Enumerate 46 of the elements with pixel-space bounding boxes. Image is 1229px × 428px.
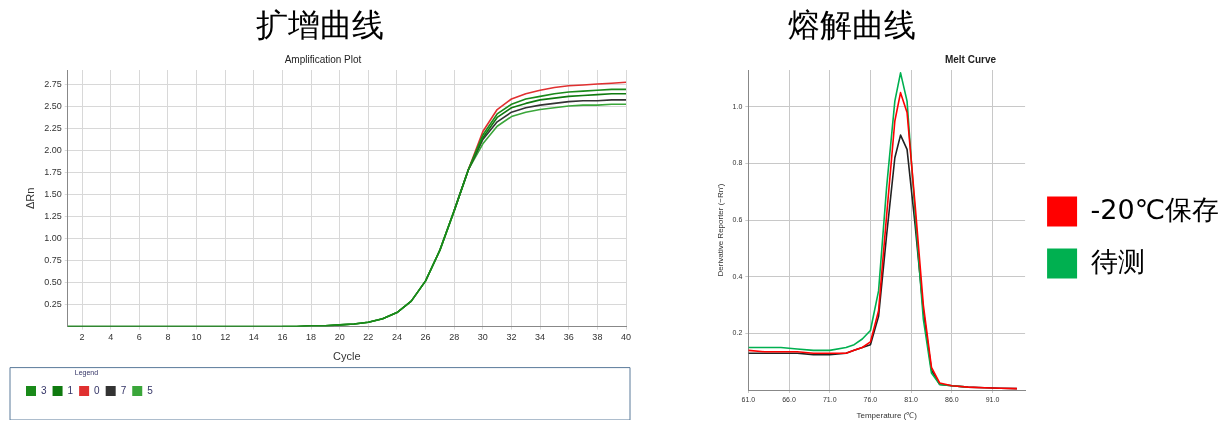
x-tick-label: 10 [191,332,202,343]
x-tick-label: 26 [420,332,431,343]
chart-title: 扩增曲线 [255,5,385,46]
legend-label: 0 [94,384,101,396]
x-tick-label: 8 [165,332,171,343]
x-tick-label: 24 [391,332,402,343]
y-tick-label: 0.25 [44,299,62,310]
y-axis-title: ΔRn [23,187,36,210]
x-tick-label: 12 [220,332,231,343]
x-tick-label: 32 [506,332,517,343]
x-tick-label: 18 [306,332,317,343]
chart-subtitle: Melt Curve [944,53,997,65]
x-tick-label: 16 [277,332,288,343]
chart-subtitle: Amplification Plot [284,53,362,65]
y-tick-label: 2.00 [44,145,62,156]
x-tick-label: 6 [136,332,142,343]
y-tick-label: 1.00 [44,233,62,244]
y-tick-label: 1.75 [44,167,62,178]
y-tick-label: 1.50 [44,189,62,200]
x-axis-title: Temperature (℃) [856,411,918,421]
y-tick-label: 0.75 [44,255,62,266]
y-tick-label: 2.25 [44,123,62,134]
x-tick-label: 28 [449,332,460,343]
y-axis-title: Derivative Reporter (−Rn′) [716,183,725,277]
legend-label: 待测 [1090,245,1145,277]
x-tick-label: 2 [79,332,85,343]
y-tick-label: 2.50 [44,101,62,112]
x-tick-label: 20 [334,332,345,343]
y-tick-label: 1.25 [44,211,62,222]
legend-label: 7 [120,384,127,396]
y-tick-label: 0.50 [44,277,62,288]
x-tick-label: 34 [535,332,546,343]
legend-label: -20℃保存 [1090,193,1219,225]
x-tick-label: 36 [563,332,574,343]
legend-label: 5 [147,384,154,396]
y-tick-label: 2.75 [44,79,62,90]
x-axis-title: Cycle [333,350,361,363]
legend-label: 1 [67,384,74,396]
x-tick-label: 22 [363,332,374,343]
chart-title: 熔解曲线 [787,5,917,46]
legend-label: 3 [41,384,47,396]
x-tick-label: 38 [592,332,603,343]
x-tick-label: 14 [248,332,259,343]
x-tick-label: 4 [108,332,114,343]
x-tick-label: 40 [620,332,632,343]
x-tick-label: 30 [477,332,488,343]
